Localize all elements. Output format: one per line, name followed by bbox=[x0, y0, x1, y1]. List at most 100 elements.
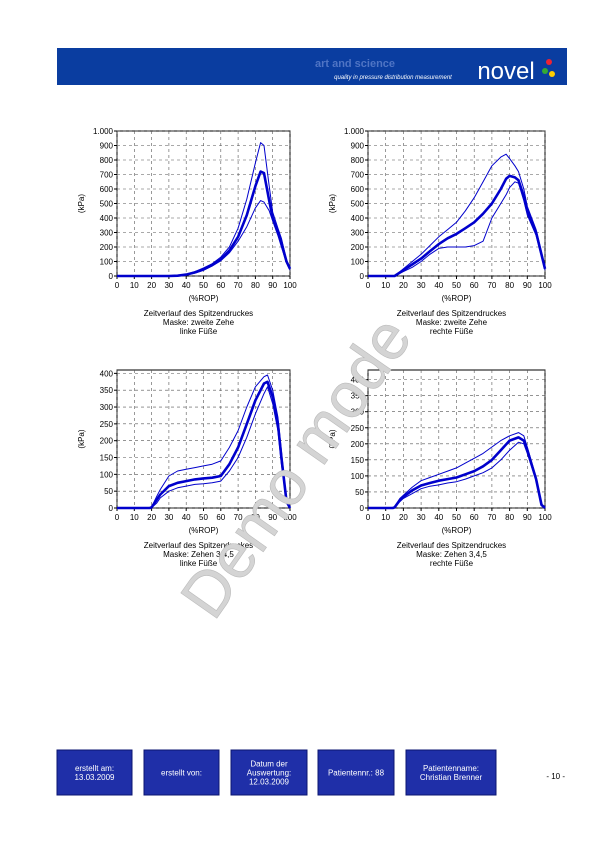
x-tick-label: 90 bbox=[268, 281, 277, 290]
x-tick-label: 90 bbox=[268, 513, 277, 522]
chart-caption: linke Füße bbox=[180, 327, 218, 336]
x-tick-label: 80 bbox=[251, 513, 260, 522]
x-tick-label: 70 bbox=[234, 513, 243, 522]
chart-caption: rechte Füße bbox=[430, 559, 474, 568]
x-tick-label: 10 bbox=[130, 513, 139, 522]
y-tick-label: 0 bbox=[360, 504, 365, 513]
y-tick-label: 300 bbox=[100, 229, 114, 238]
y-tick-label: 0 bbox=[109, 272, 114, 281]
x-tick-label: 50 bbox=[452, 281, 461, 290]
header-slogan: art and science bbox=[315, 58, 395, 70]
chart-caption: Zeitverlauf des Spitzendruckes bbox=[144, 541, 253, 550]
chart-caption: Zeitverlauf des Spitzendruckes bbox=[144, 309, 253, 318]
header-brand: novel bbox=[477, 58, 534, 85]
logo-icon bbox=[542, 68, 548, 74]
data-line bbox=[368, 181, 546, 277]
footer-text: Auswertung: bbox=[247, 769, 291, 778]
y-tick-label: 100 bbox=[100, 470, 114, 479]
x-tick-label: 70 bbox=[487, 513, 496, 522]
x-tick-label: 100 bbox=[283, 281, 297, 290]
y-tick-label: 200 bbox=[100, 243, 114, 252]
x-tick-label: 10 bbox=[130, 281, 139, 290]
x-tick-label: 60 bbox=[216, 513, 225, 522]
y-tick-label: 0 bbox=[360, 272, 365, 281]
y-tick-label: 500 bbox=[351, 200, 365, 209]
y-tick-label: 100 bbox=[351, 258, 365, 267]
x-tick-label: 20 bbox=[399, 513, 408, 522]
x-tick-label: 20 bbox=[147, 513, 156, 522]
x-tick-label: 80 bbox=[505, 281, 514, 290]
y-tick-label: 500 bbox=[100, 200, 114, 209]
data-line bbox=[368, 432, 546, 509]
x-tick-label: 40 bbox=[434, 281, 443, 290]
header-bar bbox=[57, 48, 567, 85]
y-tick-label: 50 bbox=[355, 488, 364, 497]
footer-text: erstellt am: bbox=[75, 764, 114, 773]
y-tick-label: 200 bbox=[100, 437, 114, 446]
x-tick-label: 90 bbox=[523, 281, 532, 290]
footer-text: erstellt von: bbox=[161, 769, 202, 778]
y-tick-label: 400 bbox=[351, 376, 365, 385]
footer-text: Christian Brenner bbox=[420, 773, 483, 782]
chart-caption: Maske: Zehen 3,4,5 bbox=[416, 550, 487, 559]
x-tick-label: 50 bbox=[199, 281, 208, 290]
data-line bbox=[368, 174, 547, 278]
x-tick-label: 20 bbox=[147, 281, 156, 290]
x-tick-label: 60 bbox=[470, 281, 479, 290]
y-tick-label: 300 bbox=[100, 403, 114, 412]
x-tick-label: 100 bbox=[538, 281, 552, 290]
footer-box bbox=[143, 749, 220, 796]
footer-text: 13.03.2009 bbox=[74, 773, 115, 782]
y-tick-label: 100 bbox=[100, 258, 114, 267]
x-tick-label: 60 bbox=[216, 281, 225, 290]
x-tick-label: 30 bbox=[164, 281, 173, 290]
x-tick-label: 40 bbox=[182, 513, 191, 522]
y-tick-label: 700 bbox=[100, 171, 114, 180]
data-line bbox=[117, 380, 292, 510]
y-axis-label: (kPa) bbox=[77, 429, 86, 448]
x-axis-label: (%ROP) bbox=[189, 294, 219, 303]
logo-icon bbox=[549, 71, 555, 77]
y-tick-label: 700 bbox=[351, 171, 365, 180]
y-tick-label: 600 bbox=[351, 185, 365, 194]
x-tick-label: 70 bbox=[487, 281, 496, 290]
y-tick-label: 1.000 bbox=[93, 127, 114, 136]
y-tick-label: 150 bbox=[351, 456, 365, 465]
x-axis-label: (%ROP) bbox=[442, 294, 472, 303]
data-line bbox=[368, 436, 546, 510]
data-line bbox=[368, 153, 546, 277]
y-tick-label: 350 bbox=[100, 386, 114, 395]
x-tick-label: 100 bbox=[538, 513, 552, 522]
x-tick-label: 50 bbox=[452, 513, 461, 522]
page-number: - 10 - bbox=[546, 772, 565, 781]
x-tick-label: 10 bbox=[381, 513, 390, 522]
data-line bbox=[368, 441, 546, 509]
y-tick-label: 100 bbox=[351, 472, 365, 481]
x-tick-label: 80 bbox=[251, 281, 260, 290]
footer-box bbox=[230, 749, 308, 796]
y-tick-label: 200 bbox=[351, 243, 365, 252]
x-tick-label: 10 bbox=[381, 281, 390, 290]
y-tick-label: 350 bbox=[351, 392, 365, 401]
chart-caption: Zeitverlauf des Spitzendruckes bbox=[397, 309, 506, 318]
y-tick-label: 400 bbox=[351, 214, 365, 223]
chart-caption: linke Füße bbox=[180, 559, 218, 568]
x-tick-label: 0 bbox=[115, 281, 120, 290]
y-tick-label: 50 bbox=[104, 487, 113, 496]
y-tick-label: 900 bbox=[351, 142, 365, 151]
data-line bbox=[117, 200, 291, 277]
x-tick-label: 70 bbox=[234, 281, 243, 290]
y-tick-label: 0 bbox=[109, 504, 114, 513]
y-tick-label: 800 bbox=[100, 156, 114, 165]
x-tick-label: 0 bbox=[115, 513, 120, 522]
y-tick-label: 400 bbox=[100, 369, 114, 378]
y-tick-label: 250 bbox=[100, 420, 114, 429]
chart-caption: Zeitverlauf des Spitzendruckes bbox=[397, 541, 506, 550]
footer-box bbox=[405, 749, 497, 796]
x-tick-label: 20 bbox=[399, 281, 408, 290]
x-tick-label: 30 bbox=[417, 281, 426, 290]
chart-caption: Maske: zweite Zehe bbox=[416, 318, 488, 327]
x-tick-label: 60 bbox=[470, 513, 479, 522]
